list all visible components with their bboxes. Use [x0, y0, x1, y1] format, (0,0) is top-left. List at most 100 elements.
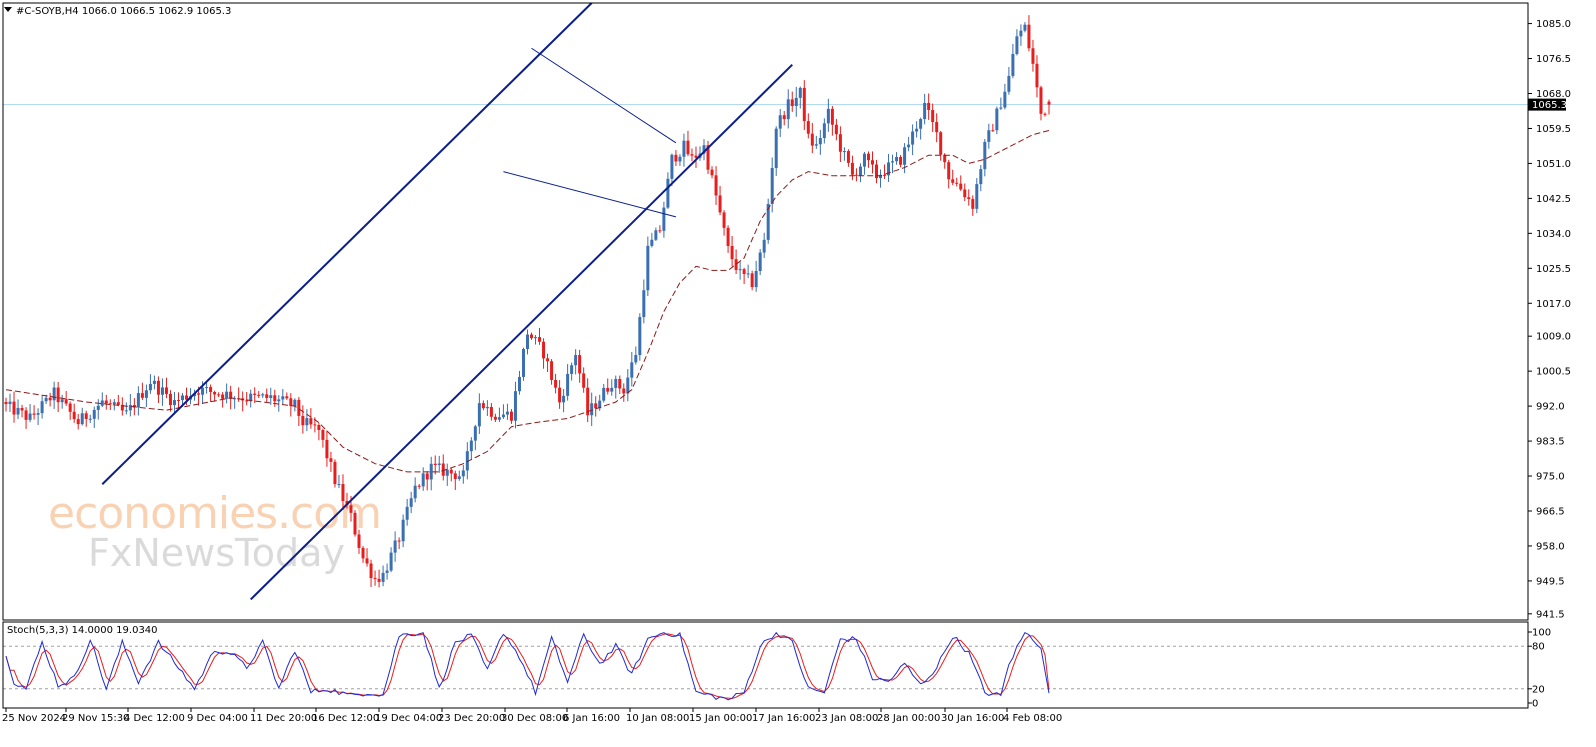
price-pane [3, 2, 1528, 601]
candle [325, 430, 329, 467]
candle [574, 349, 578, 375]
price-axis-label: 1051.0 [1536, 159, 1571, 170]
candle [546, 353, 550, 372]
candle [509, 409, 513, 424]
candle-body [521, 349, 525, 377]
candle [172, 392, 176, 413]
candle-body [20, 407, 24, 411]
candle [714, 166, 718, 205]
price-axis-label: 1034.0 [1536, 229, 1571, 240]
candle [846, 149, 850, 167]
candle [120, 397, 124, 416]
candle-body [52, 387, 56, 401]
candle [1027, 15, 1031, 52]
price-axis-label: 949.5 [1536, 576, 1565, 587]
candle-body [642, 290, 646, 318]
candle [931, 103, 935, 133]
candle [1015, 29, 1019, 56]
candle [794, 86, 798, 117]
candle [766, 198, 770, 244]
candle [907, 136, 911, 152]
candle-body [658, 230, 662, 232]
candle-body [790, 99, 794, 107]
price-axis-label: 975.0 [1536, 472, 1565, 483]
candle-body [875, 164, 879, 179]
candle-body [558, 387, 562, 403]
candle [257, 390, 261, 399]
candle [56, 382, 60, 413]
candle-body [690, 154, 694, 156]
candle-body [245, 400, 249, 402]
candle [233, 396, 237, 409]
candle [389, 547, 393, 573]
candle [285, 392, 289, 400]
candle [594, 396, 598, 417]
candle-body [305, 418, 309, 426]
candle [441, 454, 445, 481]
candle [104, 394, 108, 410]
candle [72, 403, 76, 423]
candle-body [782, 115, 786, 120]
candle-body [959, 183, 963, 190]
candle-body [802, 87, 806, 122]
candle-body [730, 245, 734, 260]
candle [742, 267, 746, 285]
candle [397, 537, 401, 550]
candle-body [1003, 91, 1007, 108]
candle-body [594, 403, 598, 409]
candle [718, 185, 722, 216]
candle-body [622, 388, 626, 394]
candle [1023, 22, 1027, 33]
candle-body [381, 572, 385, 582]
candle [558, 380, 562, 409]
candle-body [181, 395, 185, 401]
candle [915, 121, 919, 138]
candle-body [866, 153, 870, 161]
candle [903, 143, 907, 174]
candle-body [883, 174, 887, 176]
stoch-pane-frame [2, 621, 1529, 709]
stoch-main-line [5, 631, 1050, 701]
price-axis-label: 966.5 [1536, 506, 1565, 517]
candle-body [160, 387, 164, 395]
candle-body [718, 195, 722, 213]
candle-body [445, 469, 449, 476]
candle-body [554, 379, 558, 388]
candle [582, 367, 586, 393]
candle-body [413, 485, 417, 499]
candle-body [887, 162, 891, 176]
time-axis-label: 4 Feb 08:00 [1003, 713, 1062, 724]
candle [369, 559, 373, 587]
candle-body [822, 123, 826, 139]
price-axis-label: 1076.5 [1536, 54, 1571, 65]
collapse-triangle-icon[interactable] [4, 7, 12, 12]
candle [1011, 43, 1015, 79]
candle [1007, 67, 1011, 95]
candle [826, 98, 830, 132]
candle [357, 529, 361, 554]
candle [606, 378, 610, 395]
candle-body [915, 128, 919, 132]
candle-body [88, 418, 92, 420]
candle-body [257, 394, 261, 396]
candle [156, 376, 160, 403]
candle-body [421, 473, 425, 487]
candle-body [907, 144, 911, 148]
triangle-lower-line [503, 171, 677, 218]
candle [778, 109, 782, 137]
current-price-label: 1065.3 [1532, 100, 1567, 111]
candle-body [144, 390, 148, 398]
candle-body [778, 115, 782, 129]
candle-body [582, 373, 586, 388]
candle-body [598, 400, 602, 409]
candle-body [1015, 36, 1019, 54]
candle-body [947, 162, 951, 180]
time-axis-label: 15 Jan 00:00 [689, 713, 752, 724]
time-axis-label: 9 Dec 04:00 [187, 713, 248, 724]
candle [437, 455, 441, 473]
candle [702, 139, 706, 161]
candle-body [614, 378, 618, 388]
candle [762, 232, 766, 258]
price-axis-label: 983.5 [1536, 437, 1565, 448]
